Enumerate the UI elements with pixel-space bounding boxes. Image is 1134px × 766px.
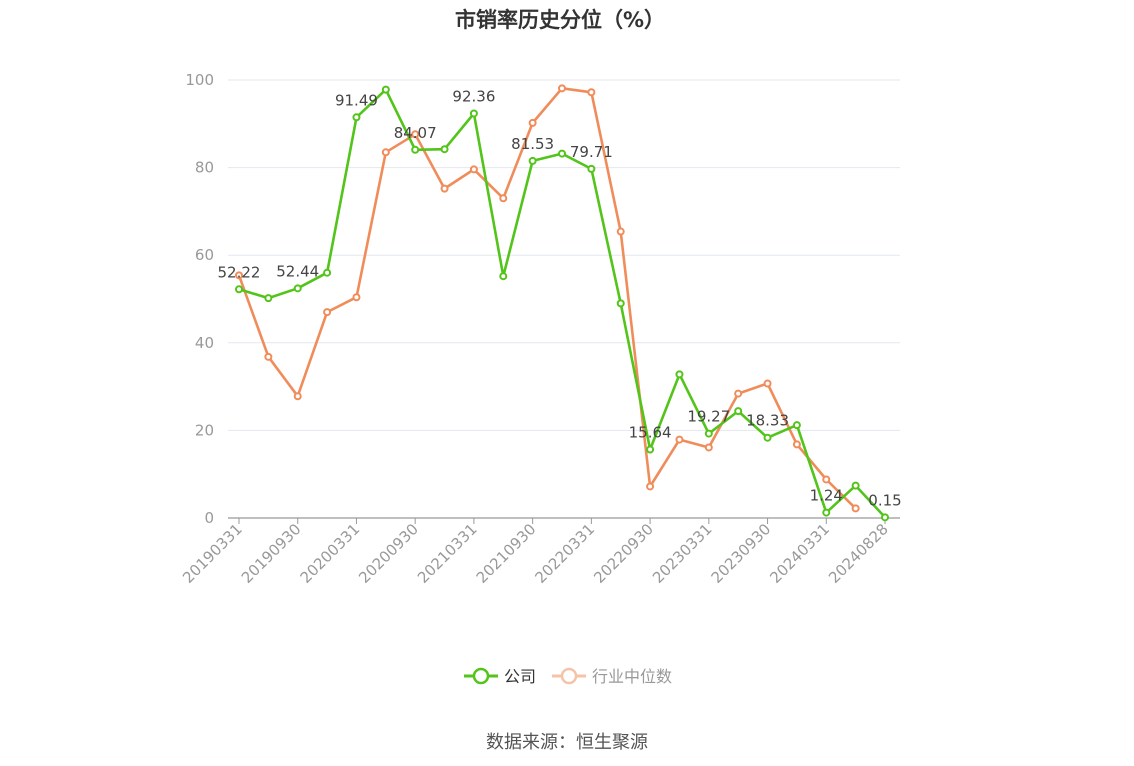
data-point: [235, 271, 243, 280]
x-tick-label: 20220930: [590, 520, 657, 587]
legend-marker: [560, 667, 578, 685]
data-point: [469, 109, 478, 118]
x-tick-label: 20210331: [414, 520, 481, 587]
data-point: [792, 421, 801, 430]
data-point: [616, 227, 625, 236]
grid-lines: [228, 79, 900, 431]
x-tick-label: 20190331: [179, 520, 246, 587]
series-layer: [235, 84, 889, 522]
y-axis: 0 20 40 60 80 100: [185, 71, 214, 527]
data-point: [763, 379, 772, 388]
data-point: [792, 440, 801, 449]
legend-label: 公司: [504, 667, 536, 686]
data-point: [734, 407, 743, 416]
data-label: 91.49: [335, 91, 378, 109]
data-point: [499, 194, 508, 203]
y-tick-label: 60: [195, 246, 214, 264]
data-point: [675, 435, 684, 444]
data-point: [235, 285, 243, 294]
data-point: [851, 504, 860, 513]
data-point: [352, 113, 361, 122]
y-tick-label: 40: [195, 334, 214, 352]
x-tick-label: 20240331: [766, 520, 833, 587]
data-point: [558, 149, 566, 158]
data-point: [293, 392, 302, 401]
data-point: [264, 352, 273, 361]
x-tick-label: 20220331: [531, 520, 598, 587]
chart-title: 市销率历史分位（%）: [454, 8, 666, 32]
data-point: [616, 299, 625, 308]
legend-item-company[interactable]: 公司: [464, 667, 536, 686]
data-point: [323, 308, 332, 317]
x-tick-label: 20200331: [297, 520, 364, 587]
data-point: [264, 294, 273, 303]
data-point: [704, 429, 713, 438]
data-point: [587, 164, 596, 173]
series-line: [237, 87, 857, 510]
data-point: [499, 272, 508, 281]
data-point: [293, 284, 302, 293]
x-axis: 2019033120190930202003312020093020210331…: [179, 517, 900, 587]
data-point: [734, 389, 743, 398]
x-tick-label: 20240828: [825, 520, 892, 587]
data-source-note: 数据来源：恒生聚源: [486, 732, 648, 753]
data-label: 79.71: [570, 143, 613, 161]
data-label: 15.64: [629, 423, 672, 441]
legend-label: 行业中位数: [592, 667, 672, 686]
y-tick-label: 100: [185, 71, 214, 89]
legend-item-industry-median[interactable]: 行业中位数: [552, 667, 672, 686]
data-point: [469, 165, 478, 174]
data-point: [528, 156, 537, 165]
y-tick-label: 80: [195, 159, 214, 177]
data-point: [528, 118, 537, 127]
data-point: [704, 443, 713, 452]
data-label: 0.15: [868, 491, 901, 509]
series-company: [235, 85, 889, 522]
x-tick-label: 20190930: [238, 520, 305, 587]
y-tick-label: 0: [204, 509, 214, 527]
data-label: 81.53: [511, 135, 554, 153]
data-point: [352, 293, 361, 302]
data-label: 52.22: [218, 263, 261, 281]
data-point: [587, 88, 596, 97]
data-label: 18.33: [746, 412, 789, 430]
legend-marker: [472, 667, 490, 685]
x-tick-label: 20230930: [708, 520, 775, 587]
data-point: [440, 184, 449, 193]
series-industry-median: [235, 84, 860, 513]
data-point: [763, 433, 772, 442]
x-tick-label: 20210930: [473, 520, 540, 587]
data-point: [646, 482, 655, 491]
data-label: 19.27: [687, 408, 730, 426]
data-label: 84.07: [394, 124, 437, 142]
data-point: [440, 145, 449, 154]
data-point: [822, 508, 831, 517]
data-point: [381, 148, 390, 157]
y-tick-label: 20: [195, 421, 214, 439]
data-point: [881, 513, 889, 522]
data-point: [411, 145, 420, 154]
data-label: 52.44: [276, 262, 319, 280]
data-point: [675, 370, 684, 379]
data-point: [851, 481, 860, 490]
legend[interactable]: 公司 行业中位数: [464, 667, 672, 686]
data-point: [411, 130, 420, 139]
data-point: [323, 268, 332, 277]
data-point: [558, 84, 566, 93]
data-point: [381, 85, 390, 94]
data-point: [646, 445, 655, 454]
data-label: 1.24: [810, 487, 843, 505]
x-tick-label: 20200930: [355, 520, 422, 587]
data-point: [822, 475, 831, 484]
data-label: 92.36: [452, 87, 495, 105]
data-labels: 52.22 52.44 91.49 84.07 92.36 81.53 79.71 15.64…: [218, 87, 902, 509]
x-tick-label: 20230331: [649, 520, 716, 587]
